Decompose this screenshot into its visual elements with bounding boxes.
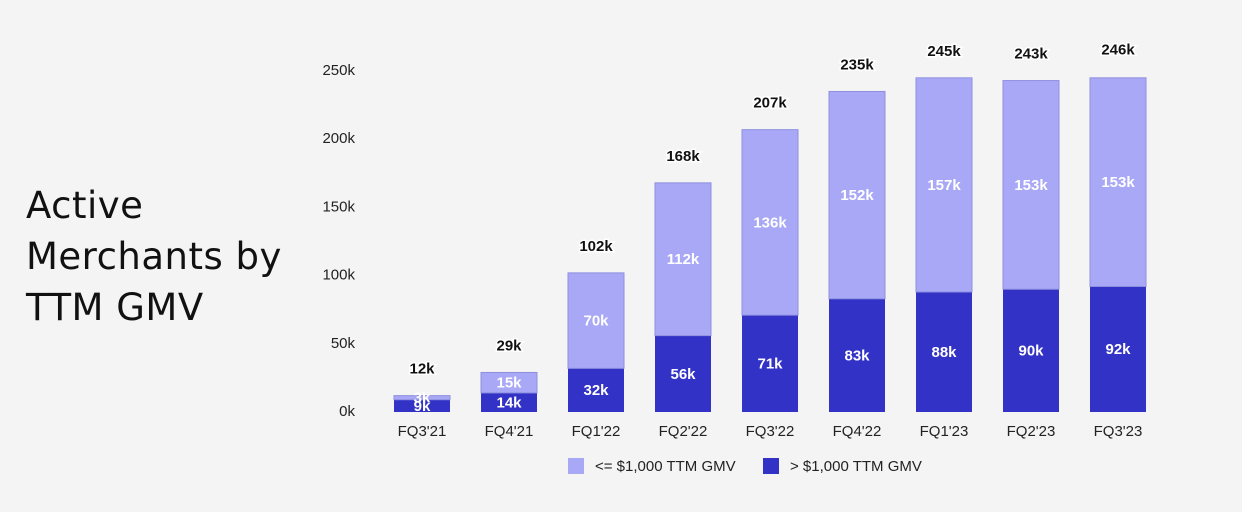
- total-label: 207k: [753, 95, 787, 112]
- data-label: 88k: [931, 344, 957, 361]
- bar-segment: [916, 291, 972, 412]
- total-label: 168k: [666, 148, 700, 165]
- total-label: 245k: [927, 43, 961, 60]
- data-label: 92k: [1105, 341, 1131, 358]
- legend-label: > $1,000 TTM GMV: [790, 458, 922, 475]
- data-label: 152k: [840, 187, 874, 204]
- bar-segment: [481, 392, 537, 412]
- bar-segment: [480, 371, 538, 394]
- bar-segment: [1090, 286, 1146, 412]
- bar-segment: [1089, 77, 1147, 288]
- bar-segment: [654, 182, 712, 337]
- bar-segment: [829, 298, 885, 412]
- x-tick-label: FQ3'23: [1094, 423, 1143, 440]
- x-tick-label: FQ1'23: [920, 423, 969, 440]
- data-label: 14k: [496, 394, 522, 411]
- total-label: 12k: [409, 361, 435, 378]
- bar-segment: [394, 399, 450, 412]
- y-tick-label: 200k: [322, 130, 355, 147]
- bar-segment: [828, 90, 886, 300]
- data-label: 9k: [414, 398, 431, 415]
- x-tick-label: FQ4'21: [485, 423, 534, 440]
- bar-segment: [742, 315, 798, 412]
- x-tick-label: FQ2'22: [659, 423, 708, 440]
- y-tick-label: 50k: [331, 335, 356, 352]
- data-label: 83k: [844, 347, 870, 364]
- bar-segment: [393, 395, 451, 401]
- chart-title: Active Merchants by TTM GMV: [26, 184, 282, 329]
- data-label: 112k: [667, 251, 700, 268]
- data-label: 32k: [583, 382, 609, 399]
- data-label: 71k: [757, 356, 783, 373]
- data-label: 3k: [414, 390, 431, 407]
- data-label: 15k: [496, 375, 522, 392]
- legend-label: <= $1,000 TTM GMV: [595, 458, 736, 475]
- x-tick-label: FQ3'21: [398, 423, 447, 440]
- data-label: 70k: [583, 313, 609, 330]
- total-label: 102k: [579, 238, 613, 255]
- total-label: 243k: [1014, 46, 1048, 63]
- bar-segment: [741, 129, 799, 316]
- y-tick-label: 100k: [322, 267, 355, 284]
- data-label: 136k: [753, 214, 787, 231]
- bar-segment: [568, 368, 624, 412]
- legend-swatch: [568, 458, 584, 474]
- data-label: 153k: [1014, 177, 1048, 194]
- x-tick-label: FQ3'22: [746, 423, 795, 440]
- bar-segment: [1003, 289, 1059, 412]
- data-label: 90k: [1018, 343, 1044, 360]
- total-label: 246k: [1101, 41, 1135, 58]
- data-label: 56k: [670, 366, 696, 383]
- x-tick-label: FQ2'23: [1007, 423, 1056, 440]
- bar-segment: [1002, 80, 1060, 290]
- y-tick-label: 0k: [339, 403, 355, 420]
- data-label: 153k: [1101, 174, 1135, 191]
- total-label: 235k: [840, 56, 874, 73]
- y-tick-label: 150k: [322, 198, 355, 215]
- data-label: 157k: [927, 177, 961, 194]
- bar-segment: [915, 77, 973, 293]
- total-label: 29k: [496, 337, 522, 354]
- bar-segment: [567, 272, 625, 369]
- y-tick-label: 250k: [322, 62, 355, 79]
- x-tick-label: FQ4'22: [833, 423, 882, 440]
- x-tick-label: FQ1'22: [572, 423, 621, 440]
- legend-swatch: [763, 458, 779, 474]
- bar-segment: [655, 335, 711, 412]
